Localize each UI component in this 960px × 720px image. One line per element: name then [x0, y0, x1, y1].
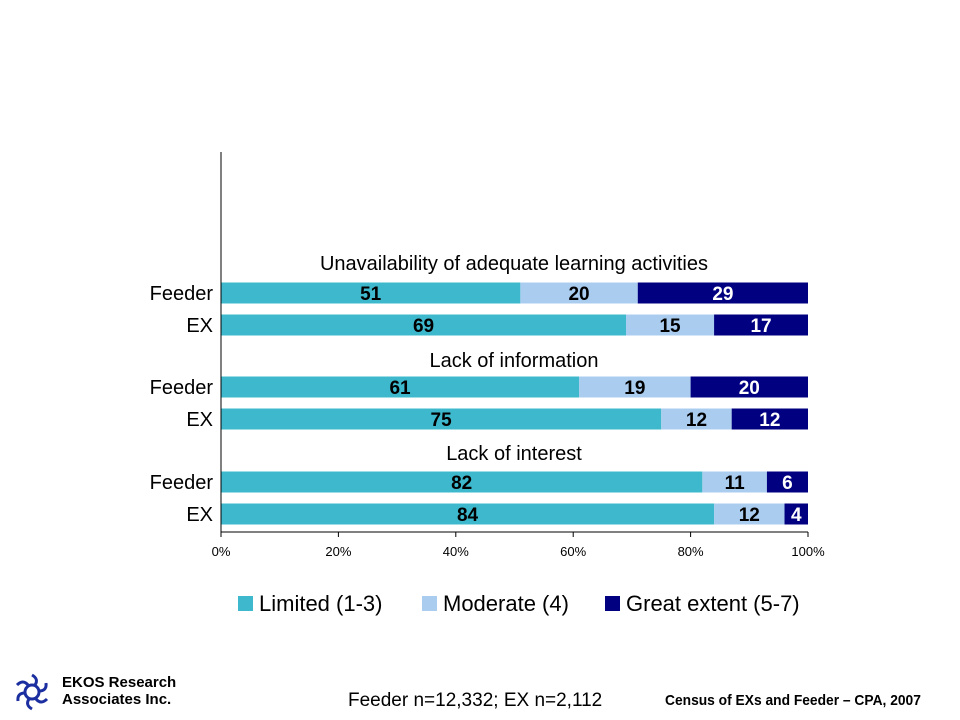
data-label: 12 [739, 505, 760, 526]
legend-label: Limited (1-3) [259, 591, 382, 616]
stacked-bar-chart: Unavailability of adequate learning acti… [150, 152, 825, 616]
bar-segment [579, 376, 691, 398]
data-label: 84 [457, 505, 479, 526]
bar-segment [637, 282, 808, 304]
data-label: 29 [712, 284, 733, 305]
row-label: Feeder [150, 377, 214, 399]
data-label: 17 [750, 316, 771, 337]
x-tick-label: 0% [212, 544, 231, 559]
legend-label: Great extent (5-7) [626, 591, 800, 616]
sample-size-note: Feeder n=12,332; EX n=2,112 [348, 690, 603, 711]
group-title: Lack of information [430, 350, 599, 372]
bar-segment [221, 503, 715, 525]
row-label: EX [186, 409, 213, 431]
data-label: 4 [791, 505, 802, 526]
bar-segment [766, 471, 808, 493]
company-line-2: Associates Inc. [62, 691, 172, 708]
data-label: 75 [431, 410, 453, 431]
x-tick-label: 80% [678, 544, 704, 559]
bar-segment [690, 376, 808, 398]
data-label: 69 [413, 316, 434, 337]
row-label: EX [186, 315, 213, 337]
company-name: EKOS Research Associates Inc. [62, 674, 176, 708]
data-label: 11 [725, 473, 746, 494]
bar-segment [661, 408, 732, 430]
bar-segment [714, 503, 785, 525]
data-label: 19 [624, 378, 645, 399]
group-title: Lack of interest [446, 443, 582, 465]
legend-swatch [605, 596, 620, 611]
bar-segment [221, 408, 662, 430]
legend-swatch [238, 596, 253, 611]
bar-segment [221, 314, 627, 336]
bar-segment [221, 471, 703, 493]
company-line-1: EKOS Research [62, 674, 177, 691]
axis-layer: 0% 20% 40% 60% 80% 100% [212, 152, 825, 559]
row-label: Feeder [150, 472, 214, 494]
data-label: 6 [782, 473, 793, 494]
legend-layer: Limited (1-3) Moderate (4) Great extent (5… [238, 591, 800, 616]
bar-segment [221, 376, 580, 398]
x-tick-label: 40% [443, 544, 469, 559]
bar-segment [731, 408, 808, 430]
bar-segment [520, 282, 638, 304]
ekos-logo-icon [15, 673, 49, 711]
data-label: 15 [659, 316, 681, 337]
bars-layer [221, 282, 808, 525]
data-label: 20 [739, 378, 760, 399]
bar-segment [221, 282, 521, 304]
x-tick-label: 60% [560, 544, 586, 559]
data-label: 20 [568, 284, 589, 305]
data-label: 12 [686, 410, 707, 431]
data-label: 61 [389, 378, 411, 399]
source-note: Census of EXs and Feeder – CPA, 2007 [665, 692, 921, 709]
x-tick-label: 100% [791, 544, 825, 559]
bar-segment [626, 314, 715, 336]
legend-swatch [422, 596, 437, 611]
x-tick-label: 20% [325, 544, 351, 559]
bar-segment [714, 314, 808, 336]
row-label: EX [186, 504, 213, 526]
data-label: 82 [451, 473, 472, 494]
row-label: Feeder [150, 283, 214, 305]
group-title: Unavailability of adequate learning acti… [320, 253, 708, 275]
bar-segment [784, 503, 808, 525]
data-label: 51 [360, 284, 382, 305]
labels-layer: Unavailability of adequate learning acti… [150, 253, 802, 526]
data-label: 12 [759, 410, 780, 431]
bar-segment [702, 471, 767, 493]
legend-label: Moderate (4) [443, 591, 569, 616]
